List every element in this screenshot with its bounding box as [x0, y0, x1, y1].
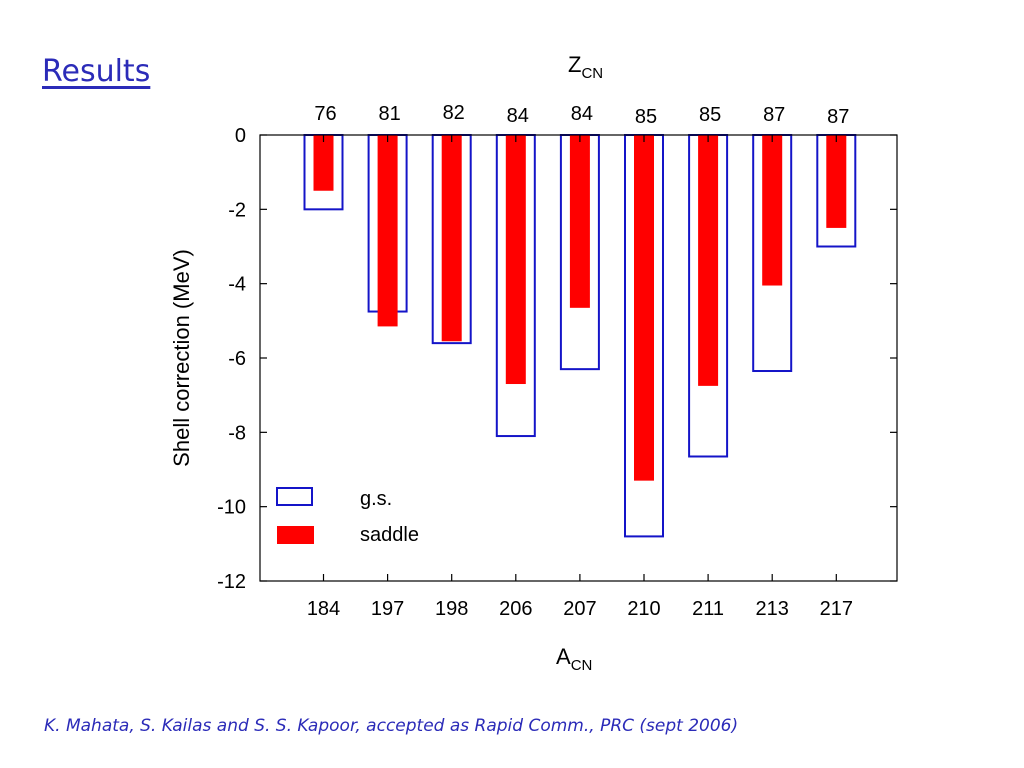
top-tick-label: 81 [378, 103, 400, 125]
x-tick-label: 213 [756, 598, 789, 620]
top-axis-label-sub: CN [581, 65, 603, 82]
bar-saddle-198 [441, 135, 462, 342]
y-tick-label: -6 [228, 348, 246, 370]
x-axis-label-sub: CN [571, 657, 593, 674]
top-tick-label: 87 [827, 106, 849, 128]
bar-saddle-184 [313, 135, 334, 191]
bars-group [303, 134, 857, 538]
top-axis-ticks: 76 81 82 84 84 85 85 87 87 [314, 102, 849, 142]
x-tick-label: 184 [307, 598, 340, 620]
x-tick-label: 207 [563, 598, 596, 620]
bar-saddle-197 [377, 135, 398, 327]
top-tick-label: 82 [443, 102, 465, 124]
top-tick-label: 84 [507, 105, 529, 127]
bar-saddle-206 [505, 135, 526, 385]
y-axis-label: Shell correction (MeV) [169, 249, 194, 467]
bar-saddle-207 [569, 135, 590, 308]
shell-correction-chart: 0 -2 -4 -6 -8 -10 -12 184 197 198 206 207 210 211 213… [169, 52, 898, 674]
y-tick-label: -4 [228, 274, 246, 296]
x-axis-label-main: A [556, 644, 571, 669]
x-tick-label: 197 [371, 598, 404, 620]
x-axis-ticks: 184 197 198 206 207 210 211 213 217 [307, 574, 853, 620]
top-tick-label: 76 [314, 103, 336, 125]
top-tick-label: 87 [763, 104, 785, 126]
y-tick-label: -8 [228, 422, 246, 444]
legend: g.s. saddle [276, 487, 419, 546]
bar-saddle-211 [698, 135, 719, 386]
bar-saddle-217 [826, 135, 847, 228]
y-tick-label: -12 [217, 571, 246, 593]
y-tick-label: 0 [235, 125, 246, 147]
legend-label-gs: g.s. [360, 488, 392, 510]
legend-swatch-gs [276, 487, 313, 506]
slide-title: Results [42, 54, 151, 89]
top-tick-label: 85 [699, 104, 721, 126]
citation: K. Mahata, S. Kailas and S. S. Kapoor, a… [44, 716, 739, 736]
x-tick-label: 198 [435, 598, 468, 620]
top-tick-label: 84 [571, 103, 593, 125]
bar-saddle-210 [634, 135, 654, 481]
x-tick-label: 217 [820, 598, 853, 620]
top-tick-label: 85 [635, 106, 657, 128]
x-axis-label: ACN [556, 644, 592, 674]
x-tick-label: 206 [499, 598, 532, 620]
x-tick-label: 211 [692, 598, 724, 620]
y-tick-label: -10 [217, 497, 246, 519]
y-axis-ticks: 0 -2 -4 -6 -8 -10 -12 [217, 125, 897, 593]
legend-label-saddle: saddle [360, 524, 419, 546]
top-axis-label-main: Z [568, 52, 581, 77]
y-tick-label: -2 [228, 199, 246, 221]
bar-saddle-213 [762, 135, 783, 286]
x-tick-label: 210 [627, 598, 660, 620]
top-axis-label: ZCN [568, 52, 603, 82]
legend-swatch-saddle [277, 526, 314, 544]
